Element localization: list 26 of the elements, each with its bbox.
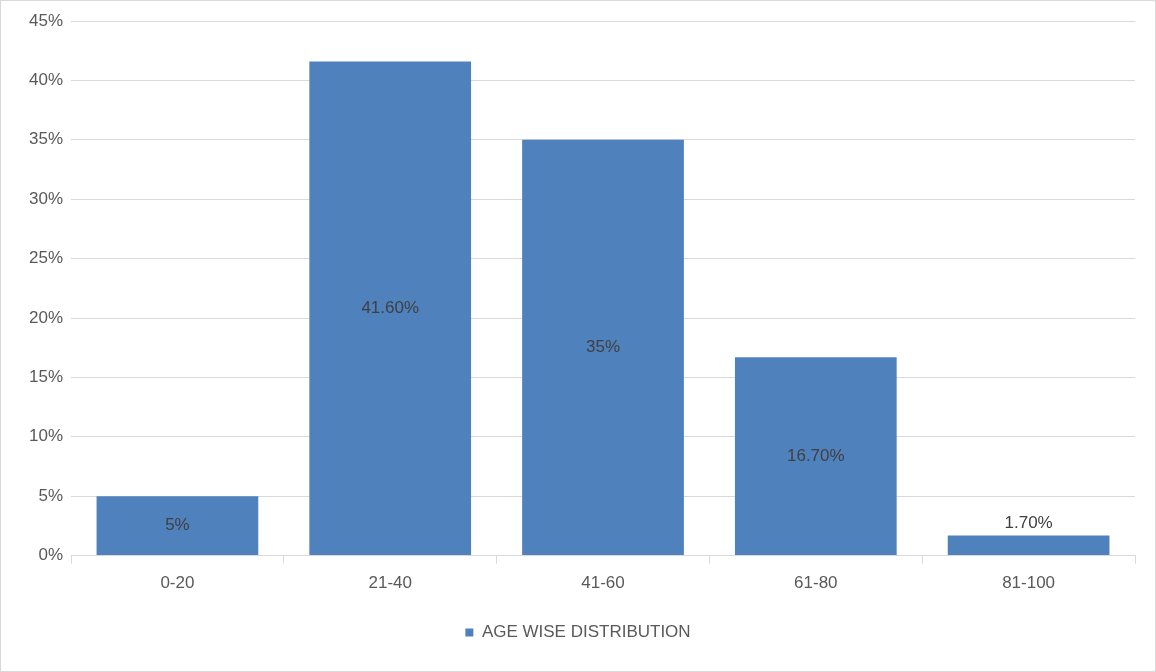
bar [947,535,1110,556]
data-label: 16.70% [786,445,845,465]
bar [96,496,259,556]
y-tick-label: 20% [28,307,64,327]
bar [522,139,684,556]
x-tick-label: 81-100 [1002,573,1056,593]
y-tick-label: 45% [28,10,64,30]
data-label: 5% [165,515,190,535]
legend-label: AGE WISE DISTRIBUTION [481,622,691,642]
y-tick-label: 15% [28,367,64,387]
data-label: 35% [586,337,621,357]
y-tick-label: 30% [28,188,64,208]
bar [309,61,472,556]
y-tick-label: 5% [38,485,64,505]
x-tick-label: 41-60 [581,573,625,593]
y-tick-label: 10% [28,426,64,446]
x-tick-label: 0-20 [160,573,195,593]
bar [734,357,897,556]
x-tick-label: 61-80 [794,573,838,593]
y-tick-label: 25% [28,248,64,268]
y-tick-label: 40% [28,70,64,90]
y-tick-label: 0% [38,545,64,565]
data-label: 1.70% [1004,513,1053,533]
data-label: 41.60% [361,297,420,317]
y-tick-label: 35% [28,129,64,149]
x-tick-label: 21-40 [368,573,412,593]
